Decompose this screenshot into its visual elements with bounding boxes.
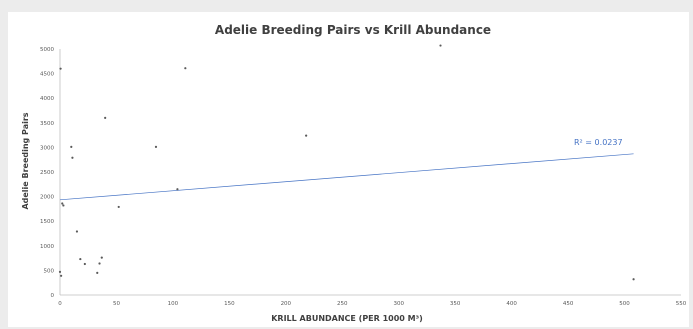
y-tick-label: 0 — [51, 293, 55, 299]
data-point — [79, 257, 82, 261]
x-tick-label: 200 — [281, 301, 292, 307]
y-axis-label: Adelie Breeding Pairs — [21, 112, 30, 209]
data-point — [60, 274, 63, 277]
data-point — [439, 44, 442, 47]
data-point — [59, 67, 62, 70]
x-tick-labels: 0 50 100 150 200 250 300 350 400 450 500 550 — [58, 301, 686, 307]
y-tick-label: 1500 — [40, 219, 54, 225]
y-tick-label: 1000 — [40, 244, 54, 250]
x-tick-label: 400 — [506, 301, 517, 307]
data-points — [58, 44, 635, 281]
y-tick-label: 3500 — [40, 121, 54, 127]
data-point — [98, 262, 101, 265]
data-point — [96, 271, 99, 274]
data-point — [305, 134, 308, 137]
x-tick-label: 550 — [676, 301, 687, 307]
x-tick-label: 500 — [619, 301, 630, 307]
x-axis-label: KRILL ABUNDANCE (PER 1000 M³) — [271, 314, 423, 323]
x-tick-label: 350 — [450, 301, 461, 307]
data-point — [62, 204, 65, 207]
y-tick-label: 500 — [44, 268, 55, 274]
r-squared-label: R² = 0.0237 — [574, 138, 623, 147]
x-tick-label: 150 — [224, 301, 235, 307]
trendline — [59, 153, 634, 201]
data-point — [176, 188, 179, 191]
chart-title: Adelie Breeding Pairs vs Krill Abundance — [215, 23, 491, 37]
data-point — [117, 205, 120, 209]
axes — [59, 49, 681, 296]
y-tick-label: 5000 — [40, 47, 54, 53]
x-tick-label: 100 — [168, 301, 179, 307]
x-tick-label: 300 — [393, 301, 404, 307]
data-point — [104, 116, 107, 119]
data-point — [100, 256, 103, 259]
data-point — [71, 156, 74, 159]
data-point — [70, 145, 73, 149]
data-point — [83, 262, 86, 266]
data-point — [154, 145, 158, 149]
data-point — [61, 202, 64, 205]
y-tick-label: 4000 — [40, 96, 54, 102]
trendline-group — [59, 153, 634, 201]
x-tick-label: 0 — [58, 301, 62, 307]
y-tick-label: 2000 — [40, 195, 54, 201]
chart-container: Adelie Breeding Pairs vs Krill Abundance… — [8, 12, 689, 327]
x-tick-label: 450 — [563, 301, 574, 307]
data-point — [58, 270, 62, 273]
data-point — [75, 230, 79, 233]
data-point — [184, 67, 187, 70]
y-tick-labels: 0 500 1000 1500 2000 2500 3000 3500 4000 4500 5000 — [40, 47, 55, 299]
x-tick-label: 50 — [113, 301, 120, 307]
x-tick-label: 250 — [337, 301, 348, 307]
scatter-chart: Adelie Breeding Pairs vs Krill Abundance… — [21, 23, 687, 323]
y-tick-label: 2500 — [40, 170, 54, 176]
y-tick-label: 3000 — [40, 145, 54, 151]
y-tick-label: 4500 — [40, 72, 54, 78]
data-point — [632, 278, 635, 281]
